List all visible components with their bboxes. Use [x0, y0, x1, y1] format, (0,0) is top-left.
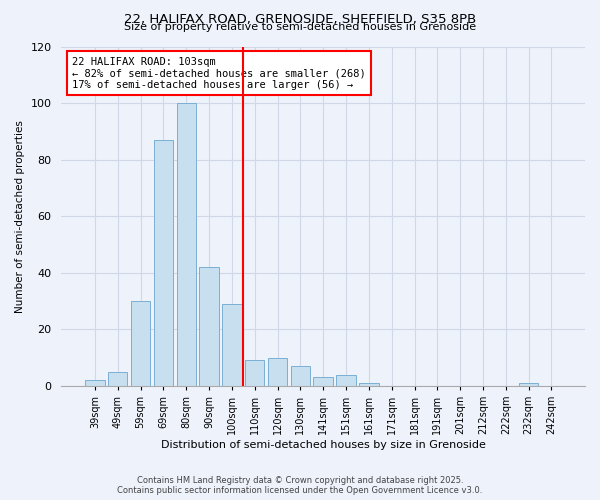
- Bar: [245, 360, 265, 386]
- Text: 22, HALIFAX ROAD, GRENOSIDE, SHEFFIELD, S35 8PB: 22, HALIFAX ROAD, GRENOSIDE, SHEFFIELD, …: [124, 12, 476, 26]
- Bar: [176, 103, 196, 386]
- Y-axis label: Number of semi-detached properties: Number of semi-detached properties: [15, 120, 25, 312]
- Bar: [359, 383, 379, 386]
- Text: Size of property relative to semi-detached houses in Grenoside: Size of property relative to semi-detach…: [124, 22, 476, 32]
- Bar: [199, 267, 219, 386]
- Bar: [268, 358, 287, 386]
- Bar: [519, 383, 538, 386]
- Text: Contains HM Land Registry data © Crown copyright and database right 2025.
Contai: Contains HM Land Registry data © Crown c…: [118, 476, 482, 495]
- X-axis label: Distribution of semi-detached houses by size in Grenoside: Distribution of semi-detached houses by …: [161, 440, 485, 450]
- Bar: [85, 380, 104, 386]
- Bar: [290, 366, 310, 386]
- Bar: [154, 140, 173, 386]
- Bar: [131, 301, 150, 386]
- Bar: [222, 304, 242, 386]
- Bar: [337, 374, 356, 386]
- Bar: [313, 378, 333, 386]
- Text: 22 HALIFAX ROAD: 103sqm
← 82% of semi-detached houses are smaller (268)
17% of s: 22 HALIFAX ROAD: 103sqm ← 82% of semi-de…: [72, 56, 365, 90]
- Bar: [108, 372, 127, 386]
